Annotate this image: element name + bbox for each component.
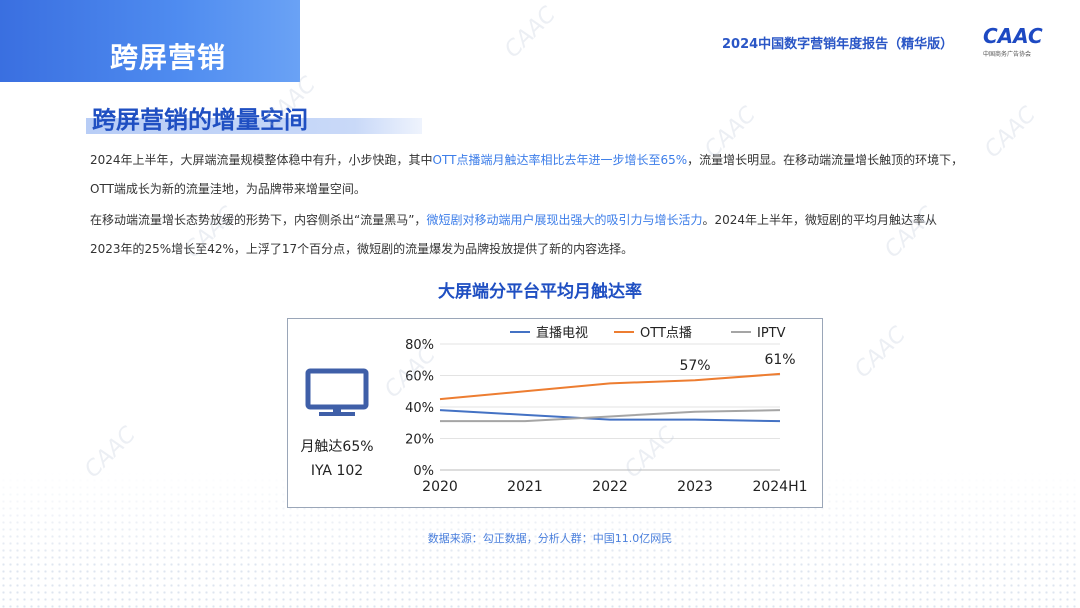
paragraph-1-text-end: ，流量增长明显。在移动端流量增长触顶的环境下， [687,153,964,167]
x-tick-label: 2020 [422,479,458,495]
paragraph-1-highlight: OTT点播端月触达率相比去年进一步增长至65% [432,153,688,167]
legend-label: OTT点播 [640,326,692,341]
y-tick-label: 80% [405,338,434,353]
chart-frame [287,318,823,508]
caac-logo: CAAC 中国商务广告协会 [983,24,1053,58]
chart-title: 大屏端分平台平均月触达率 [438,282,642,302]
paragraph-1-line-2: OTT端成长为新的流量洼地，为品牌带来增量空间。 [90,182,366,196]
x-tick-label: 2021 [507,479,543,495]
watermark-text: CAAC [500,2,561,63]
data-source: 数据来源：勾正数据，分析人群：中国11.0亿网民 [427,532,673,545]
page-title: 跨屏营销 [110,41,227,74]
watermark-text: CAAC [850,322,911,383]
y-tick-label: 60% [405,370,434,385]
logo-text: CAAC [983,24,1043,48]
x-tick-label: 2024H1 [752,479,807,495]
legend-label: IPTV [757,326,786,341]
logo-subtitle: 中国商务广告协会 [983,51,1032,58]
series-line-OTT点播 [439,372,781,401]
x-tick-label: 2023 [677,479,713,495]
tv-icon [305,368,369,416]
paragraph-2-text: 在移动端流量增长态势放缓的形势下，内容侧杀出“流量黑马”， [90,213,427,227]
y-tick-label: 20% [405,433,434,448]
section-title-underline [86,118,422,134]
paragraph-1: 2024年上半年，大屏端流量规模整体稳中有升，小步快跑，其中OTT点播端月触达率… [90,146,1025,204]
y-tick-label: 40% [405,401,434,416]
series-line-IPTV [440,409,781,423]
report-name: 2024中国数字营销年度报告（精华版） [722,37,954,52]
legend-label: 直播电视 [536,326,588,341]
y-tick-label: 0% [413,464,434,479]
reach-label: 月触达65% [300,439,374,455]
data-label: 61% [764,352,795,368]
section-title: 跨屏营销的增量空间 [92,106,308,134]
x-tick-label: 2022 [592,479,628,495]
header-banner [0,0,300,82]
iya-label: IYA 102 [310,463,364,479]
paragraph-2-line-2: 2023年的25%增长至42%，上浮了17个百分点，微短剧的流量爆发为品牌投放提… [90,242,634,256]
data-label: 57% [679,358,710,374]
paragraph-2: 在移动端流量增长态势放缓的形势下，内容侧杀出“流量黑马”，微短剧对移动端用户展现… [90,206,1025,264]
paragraph-2-highlight: 微短剧对移动端用户展现出强大的吸引力与增长活力 [426,213,703,227]
paragraph-2-text-end: 。2024年上半年，微短剧的平均月触达率从 [702,213,937,227]
line-chart: 0% 20% 40% 60% 80% 2020 2021 2022 2023 2024H1 直播电视… [405,326,807,495]
paragraph-1-text: 2024年上半年，大屏端流量规模整体稳中有升，小步快跑，其中 [90,153,433,167]
series-line-直播电视 [439,409,781,423]
